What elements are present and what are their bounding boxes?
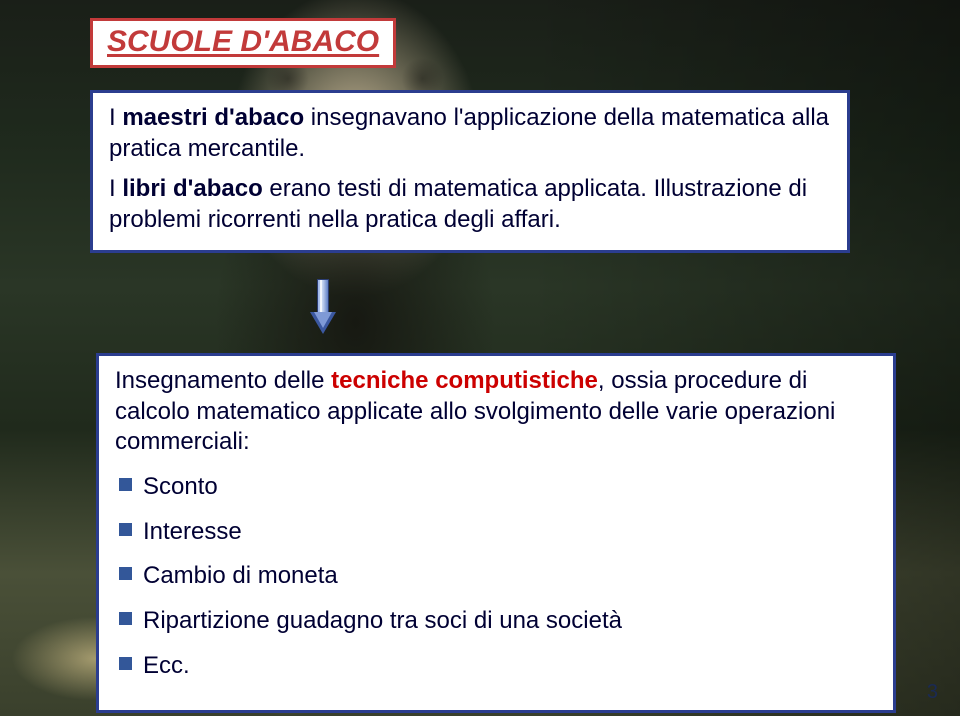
arrow-down-container xyxy=(310,279,904,335)
list-item: Ecc. xyxy=(117,651,877,682)
text: I xyxy=(109,104,122,131)
arrow-down-icon xyxy=(310,279,336,335)
slide-content: SCUOLE D'ABACO I maestri d'abaco insegna… xyxy=(0,0,960,716)
detail-lead: Insegnamento delle tecniche computistich… xyxy=(115,366,877,458)
list-item: Interesse xyxy=(117,517,877,548)
detail-card: Insegnamento delle tecniche computistich… xyxy=(96,353,896,713)
intro-paragraph-2: I libri d'abaco erano testi di matematic… xyxy=(109,174,831,235)
term-maestri: maestri d'abaco xyxy=(122,104,304,131)
term-libri: libri d'abaco xyxy=(122,175,262,202)
intro-card: I maestri d'abaco insegnavano l'applicaz… xyxy=(90,90,850,253)
list-item: Sconto xyxy=(117,472,877,503)
text: Insegnamento delle xyxy=(115,367,331,394)
text: I xyxy=(109,175,122,202)
page-number: 3 xyxy=(927,681,938,704)
slide-title: SCUOLE D'ABACO xyxy=(107,25,379,58)
list-item: Ripartizione guadagno tra soci di una so… xyxy=(117,606,877,637)
list-item: Cambio di moneta xyxy=(117,561,877,592)
intro-paragraph-1: I maestri d'abaco insegnavano l'applicaz… xyxy=(109,103,831,164)
bullet-list: Sconto Interesse Cambio di moneta Ripartizi… xyxy=(117,472,877,682)
title-box: SCUOLE D'ABACO xyxy=(90,18,396,68)
term-tecniche: tecniche computistiche xyxy=(331,367,598,394)
